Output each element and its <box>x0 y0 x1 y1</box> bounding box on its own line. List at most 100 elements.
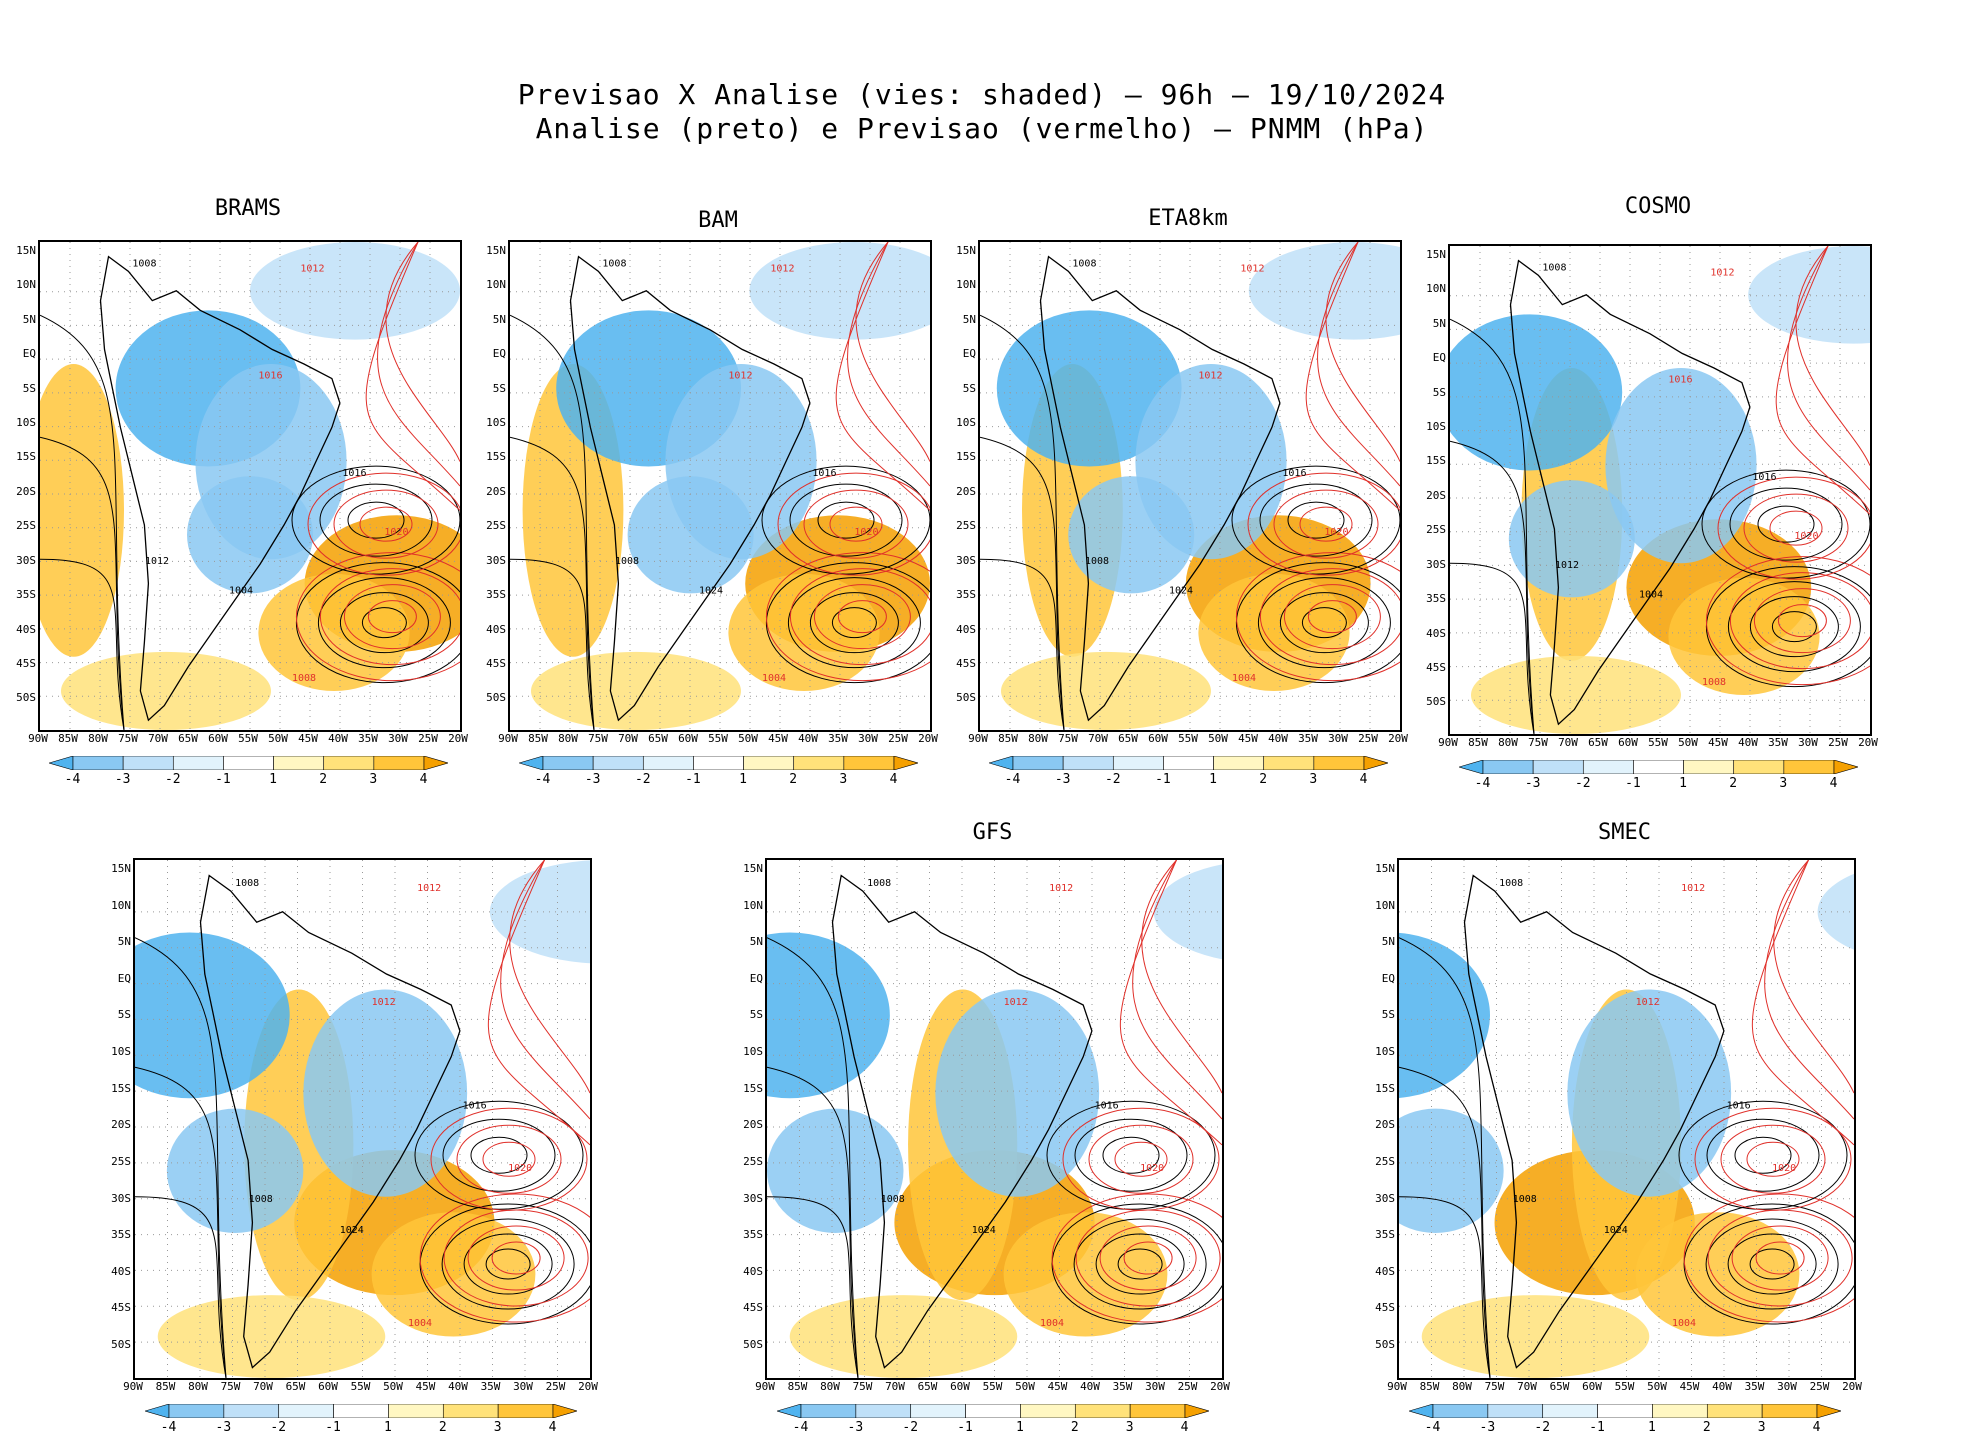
lat-tick-label: 45S <box>1426 660 1446 674</box>
lat-tick-label: 10N <box>486 278 506 292</box>
lon-tick-label: 40W <box>328 732 348 745</box>
analysis-isobar <box>1074 1118 1188 1192</box>
isobar-label: 1004 <box>762 673 786 684</box>
isobar-label: 1016 <box>258 371 282 382</box>
map-canvas: 1008 1012 1016 1020 1024 1004 1008 1012 <box>767 860 1222 1378</box>
forecast-isobar <box>319 568 460 666</box>
forecast-isobar <box>1751 860 1854 1146</box>
colorbar-segment <box>497 1404 553 1418</box>
isobar-label: 1024 <box>699 585 723 596</box>
colorbar-segment <box>1012 756 1063 770</box>
isobar-label: 1012 <box>1636 997 1660 1008</box>
analysis-isobar <box>1399 1196 1491 1378</box>
map-frame: 1008 1012 1016 1020 1024 1004 1008 1012 <box>765 858 1224 1380</box>
colorbar-arrow-low <box>144 1404 169 1418</box>
lat-tick-label: 40S <box>111 1264 131 1278</box>
forecast-isobar <box>1775 246 1870 515</box>
colorbar-label: 3 <box>493 1420 502 1435</box>
colorbar-label: -1 <box>957 1420 973 1435</box>
lat-tick-label: 35S <box>111 1228 131 1242</box>
colorbar-segment <box>792 756 844 770</box>
colorbar-label: 2 <box>1070 1420 1079 1435</box>
map-canvas: 1008 1012 1016 1020 1024 1004 1008 1012 <box>980 242 1400 730</box>
lat-tick-label: 5S <box>1381 1008 1395 1022</box>
forecast-isobar <box>487 860 590 1146</box>
colorbar-segment <box>1162 756 1214 770</box>
analysis-isobar <box>1117 1248 1163 1280</box>
analysis-isobar <box>767 937 859 1378</box>
bias-shading <box>1605 368 1757 564</box>
colorbar-label: 4 <box>1180 1420 1189 1435</box>
forecast-isobar <box>813 584 911 650</box>
forecast-isobar <box>1259 568 1400 666</box>
lon-tick-label: 55W <box>1178 732 1198 745</box>
bias-shading <box>187 476 313 594</box>
forecast-isobar <box>500 860 590 1120</box>
analysis-isobar <box>1701 469 1870 579</box>
panel-title: COSMO <box>1624 194 1692 219</box>
lon-tick-label: 35W <box>358 732 378 745</box>
colorbar-label: -4 <box>160 1420 177 1435</box>
lon-tick-label: 80W <box>1028 732 1048 745</box>
lon-tick-label: 50W <box>1208 732 1228 745</box>
lon-tick-label: 35W <box>1768 736 1788 749</box>
isobar-label: 1012 <box>1049 883 1073 894</box>
lon-tick-label: 20W <box>1858 736 1878 749</box>
lon-tick-label: 30W <box>858 732 878 745</box>
lat-tick-label: 15S <box>16 450 36 464</box>
figure-title-line2: Analise (preto) e Previsao (vermelho) — … <box>535 112 1429 145</box>
lat-tick-label: 15N <box>486 244 506 257</box>
analysis-isobar <box>817 501 875 539</box>
lon-tick-label: 75W <box>852 1380 873 1393</box>
colorbar-arrow-high <box>893 756 918 770</box>
lat-tick-label: 20S <box>486 484 506 498</box>
lat-tick-label: 50S <box>956 691 976 705</box>
isobar-label: 1012 <box>1710 267 1734 278</box>
colorbar-segment <box>1761 1404 1817 1418</box>
colorbar <box>144 1404 577 1418</box>
isobar-label: 1016 <box>1282 468 1306 479</box>
isobar-label: 1012 <box>145 556 169 567</box>
isobar-label: 1016 <box>1727 1101 1751 1112</box>
analysis-isobar <box>441 1218 575 1310</box>
colorbar-label: 1 <box>1648 1420 1656 1435</box>
lon-tick-label: 90W <box>123 1380 143 1393</box>
forecast-isobar <box>1717 476 1870 580</box>
analysis-isobar <box>414 1100 584 1210</box>
lat-tick-label: 20S <box>1375 1118 1395 1132</box>
forecast-isobar <box>1795 246 1870 466</box>
forecast-isobar <box>1705 556 1870 686</box>
colorbar-segment <box>1062 756 1114 770</box>
colorbar-label: -4 <box>64 772 81 787</box>
forecast-isobar <box>1764 860 1854 1120</box>
forecast-isobar <box>1099 1225 1197 1291</box>
lon-tick-label: 75W <box>220 1380 241 1393</box>
isobar-label: 1008 <box>867 878 891 889</box>
lat-tick-label: 20S <box>743 1118 763 1132</box>
lon-tick-label: 40W <box>1080 1380 1100 1393</box>
lon-tick-label: 40W <box>798 732 818 745</box>
analysis-isobar <box>1706 1118 1820 1192</box>
lat-tick-label: 5S <box>117 1008 131 1022</box>
lon-tick-label: 45W <box>298 732 318 745</box>
analysis-isobar <box>510 436 595 730</box>
isobar-label: 1012 <box>1004 997 1028 1008</box>
lat-tick-label: 10S <box>1426 420 1446 434</box>
lat-tick-label: 45S <box>16 656 36 670</box>
isobar-label: 1020 <box>854 527 878 538</box>
analysis-isobar <box>135 1066 227 1378</box>
analysis-isobar <box>510 558 595 730</box>
bias-shading <box>1001 651 1211 730</box>
continent-outline <box>1463 874 1725 1369</box>
lat-tick-label: EQ <box>962 347 976 361</box>
lat-tick-label: 45S <box>486 656 506 670</box>
lat-tick-label: EQ <box>22 347 36 361</box>
colorbar-segment <box>800 1404 856 1418</box>
colorbar-label: 1 <box>269 772 277 787</box>
forecast-isobar <box>509 860 590 1094</box>
colorbar-label: 3 <box>1309 772 1318 787</box>
lon-tick-label: 20W <box>448 732 468 745</box>
colorbar-segment <box>692 756 744 770</box>
panel-title: ETA8km <box>1148 206 1228 231</box>
lon-tick-label: 80W <box>1498 736 1518 749</box>
